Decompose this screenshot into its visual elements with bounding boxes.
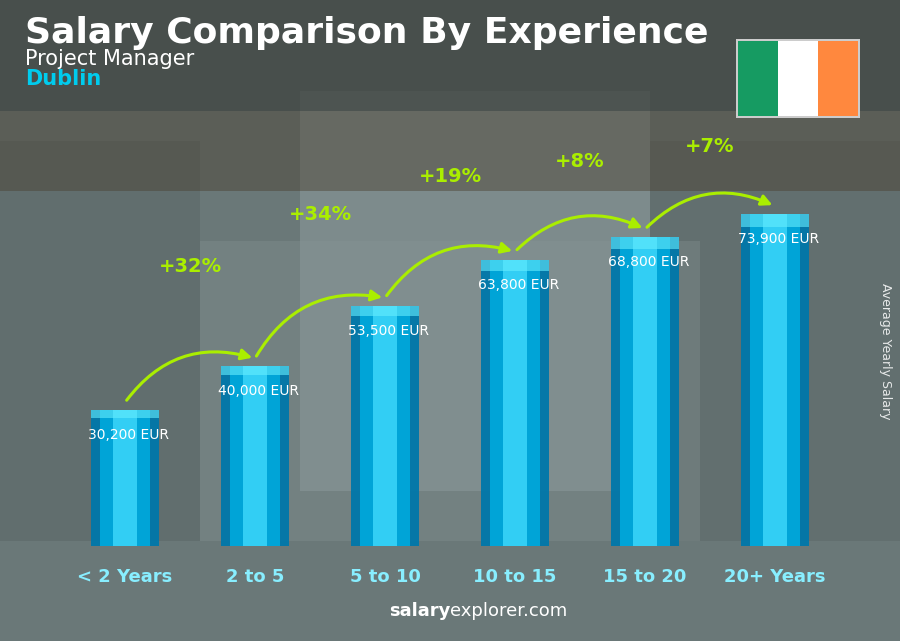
Bar: [482, 260, 549, 546]
Text: 68,800 EUR: 68,800 EUR: [608, 255, 689, 269]
Text: +7%: +7%: [685, 137, 734, 156]
Bar: [0, 141, 200, 541]
Text: 2 to 5: 2 to 5: [226, 568, 284, 586]
Bar: [611, 237, 679, 249]
Bar: [230, 367, 281, 546]
Bar: [221, 367, 289, 375]
Text: +19%: +19%: [418, 167, 482, 186]
Text: +34%: +34%: [288, 205, 352, 224]
Bar: [351, 306, 418, 546]
Bar: [351, 306, 418, 316]
Bar: [503, 260, 526, 546]
Bar: [360, 306, 410, 546]
Bar: [221, 367, 289, 546]
Text: 15 to 20: 15 to 20: [603, 568, 687, 586]
Bar: [611, 237, 679, 546]
Text: < 2 Years: < 2 Years: [77, 568, 173, 586]
Text: 73,900 EUR: 73,900 EUR: [738, 232, 819, 246]
Bar: [634, 237, 657, 546]
Text: Dublin: Dublin: [25, 69, 101, 89]
Bar: [113, 410, 137, 546]
Bar: [374, 306, 397, 546]
Bar: [300, 91, 650, 491]
Text: Salary Comparison By Experience: Salary Comparison By Experience: [25, 16, 708, 50]
Bar: [243, 367, 266, 546]
Text: 10 to 15: 10 to 15: [473, 568, 557, 586]
Bar: [750, 214, 800, 546]
Bar: [763, 214, 787, 546]
Bar: [736, 39, 860, 118]
Text: salary: salary: [389, 602, 450, 620]
Bar: [490, 260, 540, 546]
Bar: [650, 141, 900, 541]
Text: explorer.com: explorer.com: [450, 602, 567, 620]
Bar: [778, 41, 818, 116]
Text: Project Manager: Project Manager: [25, 49, 194, 69]
Bar: [200, 241, 700, 541]
Text: 40,000 EUR: 40,000 EUR: [218, 385, 299, 399]
Bar: [91, 410, 158, 417]
Text: 30,200 EUR: 30,200 EUR: [88, 428, 169, 442]
Text: 20+ Years: 20+ Years: [724, 568, 826, 586]
Text: +8%: +8%: [555, 152, 605, 171]
Text: 53,500 EUR: 53,500 EUR: [347, 324, 428, 338]
Bar: [742, 214, 809, 546]
Text: 63,800 EUR: 63,800 EUR: [478, 278, 559, 292]
Bar: [738, 41, 778, 116]
Bar: [0, 0, 900, 191]
Bar: [0, 0, 900, 111]
Bar: [100, 410, 150, 546]
Text: Average Yearly Salary: Average Yearly Salary: [879, 283, 892, 419]
Bar: [91, 410, 158, 546]
Bar: [619, 237, 670, 546]
Bar: [482, 260, 549, 271]
Text: 5 to 10: 5 to 10: [349, 568, 420, 586]
Text: +32%: +32%: [158, 258, 221, 276]
Bar: [742, 214, 809, 228]
Bar: [818, 41, 858, 116]
